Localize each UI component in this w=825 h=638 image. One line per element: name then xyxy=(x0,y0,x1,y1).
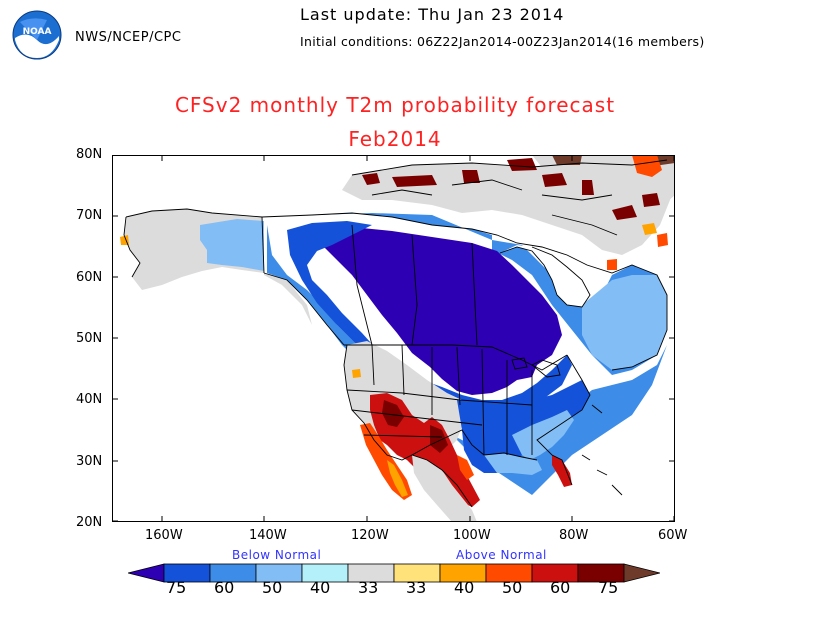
region-east-us-medium xyxy=(457,380,590,473)
lat-label-70n: 70N xyxy=(76,208,103,223)
region-baja-above xyxy=(387,460,408,497)
region-east-canada-light xyxy=(582,275,667,370)
region-southwest-above-75 xyxy=(382,400,448,453)
lon-label-60w: 60W xyxy=(658,528,688,543)
legend-value: 40 xyxy=(310,578,331,597)
region-southeast-light xyxy=(512,410,574,460)
map-title: CFSv2 monthly T2m probability forecast xyxy=(174,93,616,117)
lon-label-120w: 120W xyxy=(351,528,389,543)
noaa-logo: NOAA xyxy=(12,10,62,60)
legend-value: 60 xyxy=(550,578,571,597)
initial-conditions-text: Initial conditions: 06Z22Jan2014-00Z23Ja… xyxy=(300,34,705,49)
lon-label-160w: 160W xyxy=(145,528,183,543)
lat-label-60n: 60N xyxy=(76,270,103,285)
region-alaska-light xyxy=(200,219,264,271)
legend-above-normal-label: Above Normal xyxy=(456,548,547,562)
region-florida-above xyxy=(552,455,572,487)
colorbar-left-arrow xyxy=(128,563,165,583)
legend-below-normal-label: Below Normal xyxy=(232,548,322,562)
axis-ticks xyxy=(112,155,675,522)
legend-value: 75 xyxy=(166,578,187,597)
legend-value: 50 xyxy=(262,578,283,597)
lon-label-140w: 140W xyxy=(249,528,287,543)
map-subtitle: Feb2014 xyxy=(348,127,442,151)
legend-value: 50 xyxy=(502,578,523,597)
region-southwest-above-50 xyxy=(360,423,474,500)
water-hudson-bay xyxy=(500,245,590,307)
region-alaska-normal xyxy=(124,209,312,325)
lat-label-40n: 40N xyxy=(76,392,103,407)
legend-value: 60 xyxy=(214,578,235,597)
legend-value: 33 xyxy=(358,578,379,597)
logo-text: NOAA xyxy=(23,27,52,37)
forecast-map xyxy=(112,155,675,522)
region-core-below-75 xyxy=(312,227,562,395)
lon-label-100w: 100W xyxy=(453,528,491,543)
lat-label-80n: 80N xyxy=(76,147,103,162)
lat-label-30n: 30N xyxy=(76,454,103,469)
lat-label-20n: 20N xyxy=(76,515,103,530)
legend-value: 75 xyxy=(598,578,619,597)
last-update-text: Last update: Thu Jan 23 2014 xyxy=(300,5,565,24)
colorbar-right-arrow xyxy=(623,563,660,583)
region-arctic-above-75 xyxy=(362,158,660,220)
agency-label: NWS/NCEP/CPC xyxy=(75,30,182,45)
borders xyxy=(123,159,668,508)
colorbar xyxy=(128,563,660,583)
lat-label-50n: 50N xyxy=(76,331,103,346)
legend-value: 33 xyxy=(406,578,427,597)
lon-label-80w: 80W xyxy=(559,528,589,543)
legend-value: 40 xyxy=(454,578,475,597)
region-mexico-normal xyxy=(412,455,477,522)
